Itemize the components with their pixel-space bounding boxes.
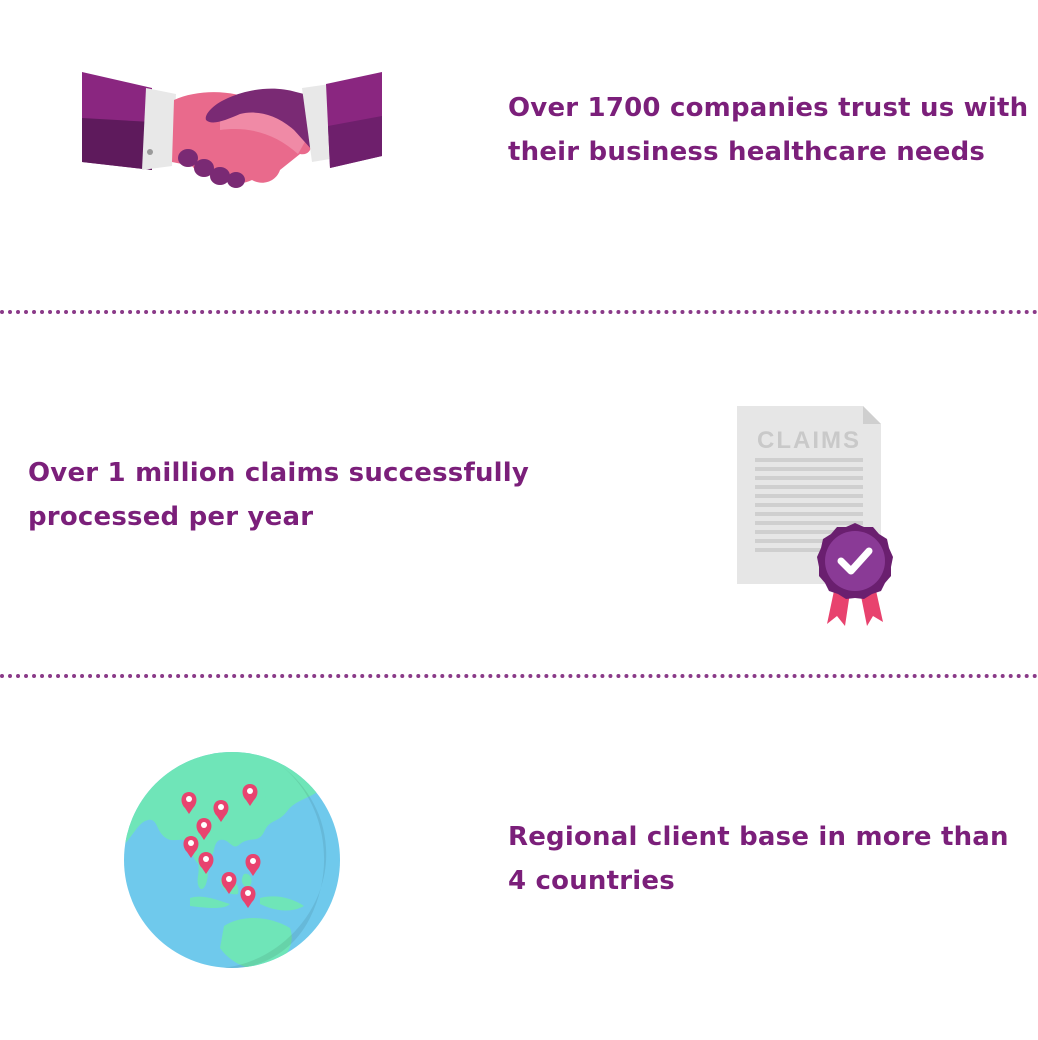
stat-companies-line-2: their business healthcare needs bbox=[508, 137, 986, 167]
claims-certificate-icon: CLAIMS bbox=[737, 406, 893, 626]
stat-claims-line-1: Over 1 million claims successfully bbox=[28, 458, 530, 488]
globe-illustration bbox=[120, 748, 344, 972]
stat-claims-line-2: processed per year bbox=[28, 502, 314, 532]
stat-claims-text: Over 1 million claims successfully proce… bbox=[28, 451, 529, 539]
stat-regional-line-2: 4 countries bbox=[508, 866, 675, 896]
stat-companies-line-1: Over 1700 companies trust us with bbox=[508, 93, 1029, 123]
claims-document-label: CLAIMS bbox=[757, 427, 861, 454]
claims-certificate-illustration: CLAIMS bbox=[735, 404, 895, 629]
section-divider-1 bbox=[0, 310, 1038, 314]
stat-companies-text: Over 1700 companies trust us with their … bbox=[508, 86, 1028, 174]
handshake-icon bbox=[82, 72, 382, 188]
handshake-illustration bbox=[80, 70, 385, 195]
stat-regional-line-1: Regional client base in more than bbox=[508, 822, 1009, 852]
section-divider-2 bbox=[0, 674, 1038, 678]
globe-icon bbox=[124, 752, 340, 968]
stat-regional-text: Regional client base in more than 4 coun… bbox=[508, 815, 1009, 903]
